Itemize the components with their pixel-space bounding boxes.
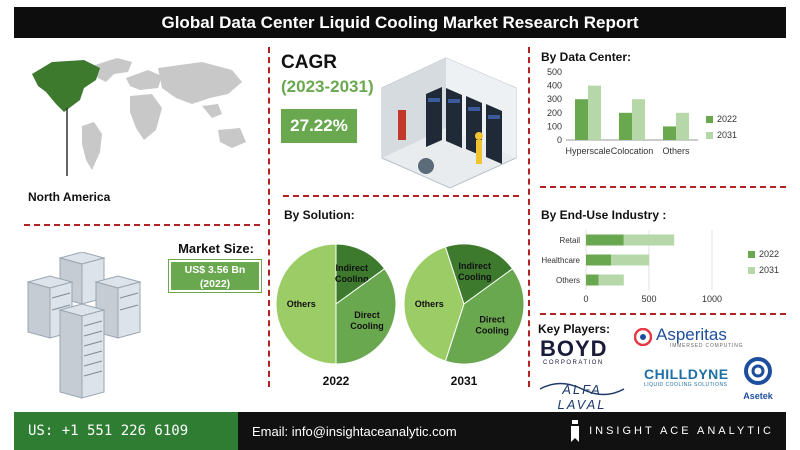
divider-right-h2 xyxy=(540,313,786,315)
by-solution-title: By Solution: xyxy=(284,208,355,222)
market-size-value: US$ 3.56 Bn xyxy=(184,264,246,276)
pie-caption-2031: 2031 xyxy=(451,374,478,388)
world-map xyxy=(32,58,246,176)
bar-healthcare-2031 xyxy=(611,254,649,266)
legend-label: 2022 xyxy=(717,114,737,124)
market-size-value-wrap: US$ 3.56 Bn (2022) xyxy=(171,262,259,290)
x-tick-label: 500 xyxy=(641,294,656,304)
footer-bar: US: +1 551 226 6109 Email: info@insighta… xyxy=(14,412,786,450)
bar-colocation-2031 xyxy=(632,99,645,140)
bar-retail-2031 xyxy=(623,234,675,246)
pie-slice-indirect-cooling-2031 xyxy=(444,243,514,305)
legend-label: 2031 xyxy=(717,130,737,140)
divider-left-h xyxy=(24,224,260,226)
y-tick-label: 100 xyxy=(547,121,562,131)
bar-colocation-2022 xyxy=(619,112,632,140)
boyd-logo: BOYD CORPORATION xyxy=(540,336,624,367)
x-tick-label: Colocation xyxy=(611,146,654,156)
y-tick-label: 0 xyxy=(557,135,562,145)
y-tick-label: 400 xyxy=(547,81,562,91)
asetek-mark-icon xyxy=(744,357,772,385)
footer-brand: INSIGHT ACE ANALYTIC xyxy=(569,412,774,450)
cagr-title: CAGR xyxy=(281,52,337,73)
pie-slice-direct-cooling-2031 xyxy=(444,268,525,365)
pie-label-indirect-cooling: Indirect Cooling xyxy=(458,261,492,282)
y-tick-label: Others xyxy=(556,276,580,285)
x-tick-label: 1000 xyxy=(702,294,722,304)
by-end-use-title: By End-Use Industry : xyxy=(541,208,667,222)
chilldyne-logo-sub: LIQUID COOLING SOLUTIONS xyxy=(644,382,728,388)
divider-right-h1 xyxy=(540,186,786,188)
brand-logo-icon xyxy=(571,420,580,442)
bar-hyperscale-2031 xyxy=(588,85,601,140)
divider-left xyxy=(268,47,270,387)
bar-others-2031 xyxy=(598,274,624,286)
pie-slice-direct-cooling-2022 xyxy=(335,268,397,365)
legend-label: 2031 xyxy=(759,265,779,275)
y-tick-label: 300 xyxy=(547,94,562,104)
alfa-laval-logo-name: ALFA LAVAL xyxy=(557,382,607,412)
pie-caption-2022: 2022 xyxy=(323,374,350,388)
pie-label-direct-cooling: Direct Cooling xyxy=(350,310,384,331)
legend-swatch xyxy=(706,116,713,123)
asetek-logo-name: Asetek xyxy=(743,391,773,401)
report-title: Global Data Center Liquid Cooling Market… xyxy=(14,7,786,38)
footer-brand-name: INSIGHT ACE ANALYTIC xyxy=(589,425,774,437)
bar-hyperscale-2022 xyxy=(575,99,588,140)
y-tick-label: 500 xyxy=(547,67,562,77)
legend-swatch xyxy=(748,251,755,258)
server-rack-illustration xyxy=(26,252,142,399)
pie-label-others: Others xyxy=(415,299,444,309)
pie-label-indirect-cooling: Indirect Cooling xyxy=(335,263,369,284)
y-tick-label: Healthcare xyxy=(541,256,580,265)
bar-retail-2022 xyxy=(586,234,624,246)
pie-slice-indirect-cooling-2022 xyxy=(335,243,386,305)
region-label: North America xyxy=(28,190,111,204)
market-size-year: (2022) xyxy=(199,278,231,290)
x-tick-label: Others xyxy=(662,146,690,156)
legend-swatch xyxy=(706,132,713,139)
north-america-highlight xyxy=(32,60,100,112)
pie-label-direct-cooling: Direct Cooling xyxy=(475,314,509,335)
by-end-use-chart: 0 500 1000 Retail Healthcare Others 2022 2031 xyxy=(541,230,779,304)
divider-right xyxy=(528,47,530,387)
key-players-title: Key Players: xyxy=(538,322,611,336)
asperitas-logo-sub: IMMERSED COMPUTING xyxy=(670,343,744,349)
chilldyne-logo: CHILLDYNE LIQUID COOLING SOLUTIONS xyxy=(644,366,730,388)
market-size-title: Market Size: xyxy=(178,241,254,256)
boyd-logo-sub: CORPORATION xyxy=(543,360,604,366)
y-tick-label: Retail xyxy=(560,236,581,245)
data-center-room-illustration xyxy=(381,57,517,189)
asperitas-mark-icon xyxy=(634,328,652,346)
bar-others-2022 xyxy=(586,274,599,286)
asetek-logo: Asetek xyxy=(738,356,778,401)
pie-slice-others-2022 xyxy=(275,243,337,365)
market-size-box: US$ 3.56 Bn (2022) xyxy=(168,259,262,293)
x-tick-label: 0 xyxy=(583,294,588,304)
legend-label: 2022 xyxy=(759,249,779,259)
bar-healthcare-2022 xyxy=(586,254,612,266)
footer-email[interactable]: Email: info@insightaceanalytic.com xyxy=(238,412,786,450)
alfa-laval-wave-icon xyxy=(539,382,625,396)
chilldyne-logo-name: CHILLDYNE xyxy=(644,366,729,382)
by-solution-chart: Others Indirect Cooling Direct Cooling 2022 Ot… xyxy=(275,243,525,388)
y-tick-label: 200 xyxy=(547,108,562,118)
asperitas-logo-name: Asperitas xyxy=(656,325,727,344)
alfa-laval-logo: ALFA LAVAL xyxy=(538,372,626,412)
x-tick-label: Hyperscale xyxy=(565,146,610,156)
cagr-value: 27.22% xyxy=(281,109,357,143)
footer-phone[interactable]: US: +1 551 226 6109 xyxy=(14,412,238,450)
boyd-logo-name: BOYD xyxy=(540,336,608,361)
divider-mid-h xyxy=(283,195,519,197)
pie-slice-others-2031 xyxy=(403,246,465,362)
cagr-period: (2023-2031) xyxy=(281,77,374,96)
bar-others-2031 xyxy=(676,112,689,140)
pie-label-others: Others xyxy=(287,299,316,309)
legend-swatch xyxy=(748,267,755,274)
by-data-center-title: By Data Center: xyxy=(541,50,632,64)
bar-others-2022 xyxy=(663,126,676,140)
